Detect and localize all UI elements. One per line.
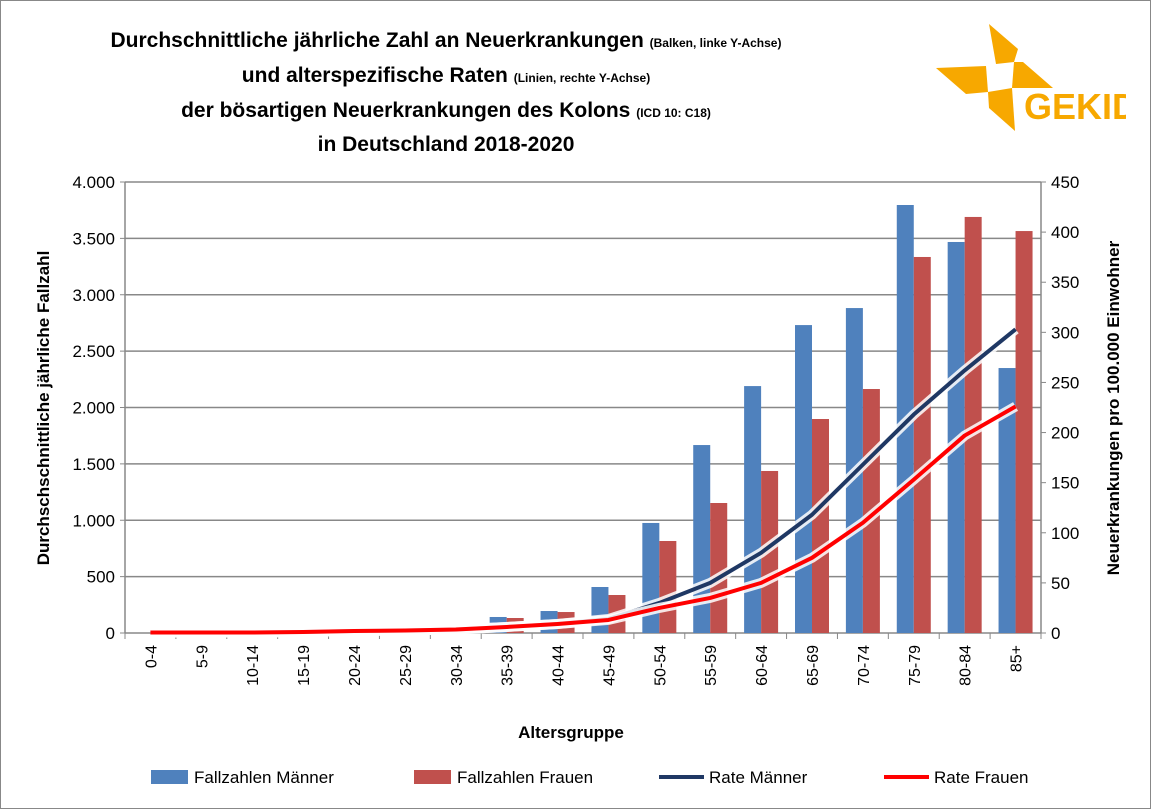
x-tick-label: 60-64 <box>754 645 771 686</box>
x-axis-title: Altersgruppe <box>518 723 624 742</box>
x-tick-label: 85+ <box>1009 645 1026 672</box>
y-tick-label: 2.500 <box>72 342 115 361</box>
x-tick-label: 25-29 <box>398 645 415 686</box>
line-glow <box>150 325 1019 638</box>
y-tick-label: 3.500 <box>72 229 115 248</box>
bar-fallzahlen-frauen <box>913 256 931 633</box>
line-rate-frauen <box>150 404 1017 635</box>
legend-label: Rate Männer <box>709 768 808 787</box>
x-tick-label: 15-19 <box>296 645 313 686</box>
title-line-4: in Deutschland 2018-2020 <box>317 133 575 156</box>
x-tick-label: 65-69 <box>805 645 822 686</box>
y-tick-label: 3.000 <box>72 286 115 305</box>
legend-swatch <box>414 770 451 784</box>
svg-text:GEKID: GEKID <box>1024 86 1126 127</box>
legend-swatch <box>151 770 188 784</box>
x-tick-label: 80-84 <box>958 645 975 686</box>
bar-fallzahlen-männer <box>998 368 1016 633</box>
line-rate-männer <box>150 327 1017 635</box>
y-right-tick-label: 50 <box>1051 574 1070 593</box>
bar-fallzahlen-männer <box>795 325 812 633</box>
x-tick-label: 40-44 <box>551 645 568 686</box>
y-tick-label: 1.000 <box>72 511 115 530</box>
y-tick-label: 2.000 <box>72 399 115 418</box>
bar-fallzahlen-frauen <box>659 540 677 633</box>
x-tick-label: 0-4 <box>143 645 160 668</box>
y-right-tick-label: 0 <box>1051 624 1060 643</box>
x-tick-label: 55-59 <box>703 645 720 686</box>
bar-fallzahlen-frauen <box>812 419 829 633</box>
x-tick-label: 50-54 <box>652 645 669 686</box>
gekid-logo: GEKID <box>936 24 1126 131</box>
x-tick-label: 35-39 <box>500 645 517 686</box>
y-right-tick-label: 250 <box>1051 373 1079 392</box>
y-tick-label: 1.500 <box>72 455 115 474</box>
y-right-tick-label: 200 <box>1051 424 1079 443</box>
bar-fallzahlen-männer <box>744 386 762 633</box>
bar-fallzahlen-frauen <box>710 502 728 633</box>
x-tick-label: 10-14 <box>245 645 262 686</box>
bar-fallzahlen-frauen <box>1015 231 1033 633</box>
x-tick-label: 30-34 <box>449 645 466 686</box>
y-tick-label: 4.000 <box>72 173 115 192</box>
title-line-3: der bösartigen Neuerkrankungen des Kolon… <box>181 99 711 122</box>
x-tick-label: 20-24 <box>347 645 364 686</box>
legend-label: Fallzahlen Frauen <box>457 768 593 787</box>
y-right-tick-label: 450 <box>1051 173 1079 192</box>
title-line-2: und alterspezifische Raten (Linien, rech… <box>241 64 651 87</box>
y-axis-title: Durchschschnittliche jährliche Fallzahl <box>34 251 53 566</box>
y-tick-label: 500 <box>87 568 115 587</box>
y-tick-label: 0 <box>106 624 115 643</box>
y-right-tick-label: 300 <box>1051 323 1079 342</box>
x-tick-label: 45-49 <box>601 645 618 686</box>
title-line-1: Durchschnittliche jährliche Zahl an Neue… <box>110 29 782 52</box>
x-tick-label: 70-74 <box>856 645 873 686</box>
y-right-tick-label: 100 <box>1051 524 1079 543</box>
x-tick-label: 5-9 <box>194 645 211 668</box>
y-right-tick-label: 150 <box>1051 474 1079 493</box>
legend-label: Fallzahlen Männer <box>194 768 334 787</box>
legend-label: Rate Frauen <box>934 768 1029 787</box>
x-tick-label: 75-79 <box>907 645 924 686</box>
y-right-axis-title: Neuerkrankungen pro 100.000 Einwohner <box>1104 240 1123 575</box>
y-right-tick-label: 400 <box>1051 223 1079 242</box>
y-right-tick-label: 350 <box>1051 273 1079 292</box>
